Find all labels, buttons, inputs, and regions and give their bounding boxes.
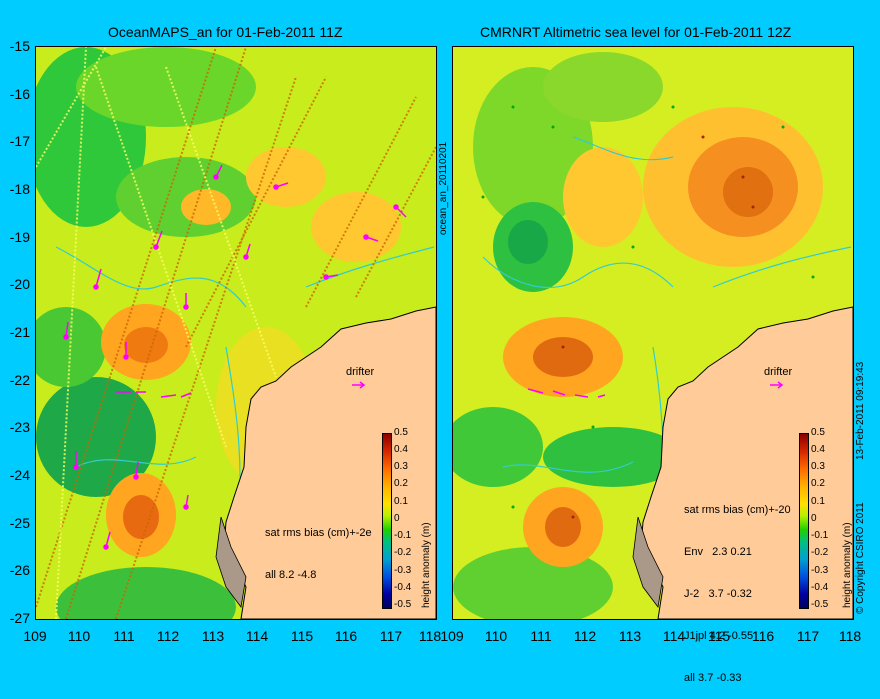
lon-tick: 109 <box>23 628 47 644</box>
colorbar-tick: -0.1 <box>811 530 829 541</box>
left-map-canvas <box>36 47 436 619</box>
lon-tick: 111 <box>530 628 552 644</box>
right-map-title: CMRNRT Altimetric sea level for 01-Feb-2… <box>480 24 792 40</box>
colorbar-tick: 0.3 <box>811 461 825 472</box>
colorbar-tick: -0.4 <box>394 582 412 593</box>
left-stats: sat rms bias (cm)+-2e all 8.2 -4.8 <box>265 498 372 596</box>
lat-tick: -17 <box>9 133 30 149</box>
stats-line: all 3.7 -0.33 <box>684 672 742 684</box>
drifter-label: drifter <box>764 366 793 378</box>
colorbar-tick: 0.1 <box>811 496 825 507</box>
lon-tick: 113 <box>201 628 225 644</box>
drifter-label: drifter <box>346 366 375 378</box>
lon-tick: 118 <box>838 628 862 644</box>
lon-tick: 117 <box>796 628 820 644</box>
colorbar-tick: -0.3 <box>811 565 829 576</box>
lon-tick: 111 <box>113 628 135 644</box>
colorbar-tick: -0.5 <box>811 599 829 610</box>
lat-tick: -19 <box>9 229 30 245</box>
lon-tick: 112 <box>156 628 180 644</box>
colorbar-tick: -0.2 <box>394 547 412 558</box>
lon-tick: 114 <box>245 628 269 644</box>
colorbar-tick: -0.1 <box>394 530 412 541</box>
lat-tick: -21 <box>9 324 30 340</box>
copyright-label: © Copyright CSIRO 2011 <box>855 502 866 614</box>
lon-tick: 116 <box>334 628 358 644</box>
right-stats: sat rms bias (cm)+-20 Env 2.3 0.21 J-2 3… <box>684 475 791 699</box>
lon-tick: 110 <box>484 628 508 644</box>
right-map <box>452 46 854 620</box>
run-id-label: ocean_an_20110201 <box>438 141 449 235</box>
stats-line: all 8.2 -4.8 <box>265 569 317 581</box>
left-map <box>35 46 437 620</box>
colorbar-tick: -0.4 <box>811 582 829 593</box>
lon-tick: 113 <box>618 628 642 644</box>
left-colorbar-label: height anomaly (m) <box>421 522 432 608</box>
lon-tick: 117 <box>379 628 403 644</box>
colorbar-tick: 0.4 <box>394 444 408 455</box>
colorbar-tick: 0.1 <box>394 496 408 507</box>
stats-line: J-2 3.7 -0.32 <box>684 588 752 600</box>
lat-tick: -18 <box>9 181 30 197</box>
lat-tick: -15 <box>9 38 30 54</box>
colorbar-tick: 0.5 <box>394 427 408 438</box>
left-map-title: OceanMAPS_an for 01-Feb-2011 11Z <box>108 24 343 40</box>
lon-tick: 115 <box>290 628 314 644</box>
colorbar-tick: -0.2 <box>811 547 829 558</box>
stats-line: sat rms bias (cm)+-20 <box>684 504 791 516</box>
colorbar-tick: 0.2 <box>394 478 408 489</box>
colorbar-tick: 0 <box>394 513 400 524</box>
colorbar-tick: 0.3 <box>394 461 408 472</box>
lat-tick: -27 <box>9 610 30 626</box>
stats-line: sat rms bias (cm)+-2e <box>265 527 372 539</box>
colorbar-tick: 0.4 <box>811 444 825 455</box>
colorbar-tick: 0 <box>811 513 817 524</box>
lon-tick: 115 <box>707 628 731 644</box>
lat-tick: -22 <box>9 372 30 388</box>
drifter-arrow-icon <box>352 381 366 389</box>
left-drifter-legend: drifter <box>346 366 375 389</box>
drifter-arrow-icon <box>770 381 784 389</box>
colorbar-tick: 0.5 <box>811 427 825 438</box>
lon-tick: 109 <box>440 628 464 644</box>
right-drifter-legend: drifter <box>764 366 793 389</box>
lat-tick: -20 <box>9 276 30 292</box>
lat-tick: -25 <box>9 515 30 531</box>
right-colorbar <box>799 433 809 609</box>
timestamp-label: 13-Feb-2011 09:19:43 <box>855 361 866 460</box>
lon-tick: 112 <box>573 628 597 644</box>
lat-tick: -23 <box>9 419 30 435</box>
colorbar-tick: -0.5 <box>394 599 412 610</box>
stats-line: Env 2.3 0.21 <box>684 546 752 558</box>
lon-tick: 114 <box>662 628 686 644</box>
colorbar-tick: 0.2 <box>811 478 825 489</box>
stats-line: J1jpl 4.2 -0.55 <box>684 630 754 642</box>
right-map-canvas <box>453 47 853 619</box>
lat-tick: -24 <box>9 467 30 483</box>
lat-tick: -16 <box>9 86 30 102</box>
lon-tick: 118 <box>418 628 442 644</box>
lat-tick: -26 <box>9 562 30 578</box>
lon-tick: 116 <box>751 628 775 644</box>
right-colorbar-label: height anomaly (m) <box>842 522 853 608</box>
colorbar-tick: -0.3 <box>394 565 412 576</box>
left-colorbar <box>382 433 392 609</box>
lon-tick: 110 <box>67 628 91 644</box>
